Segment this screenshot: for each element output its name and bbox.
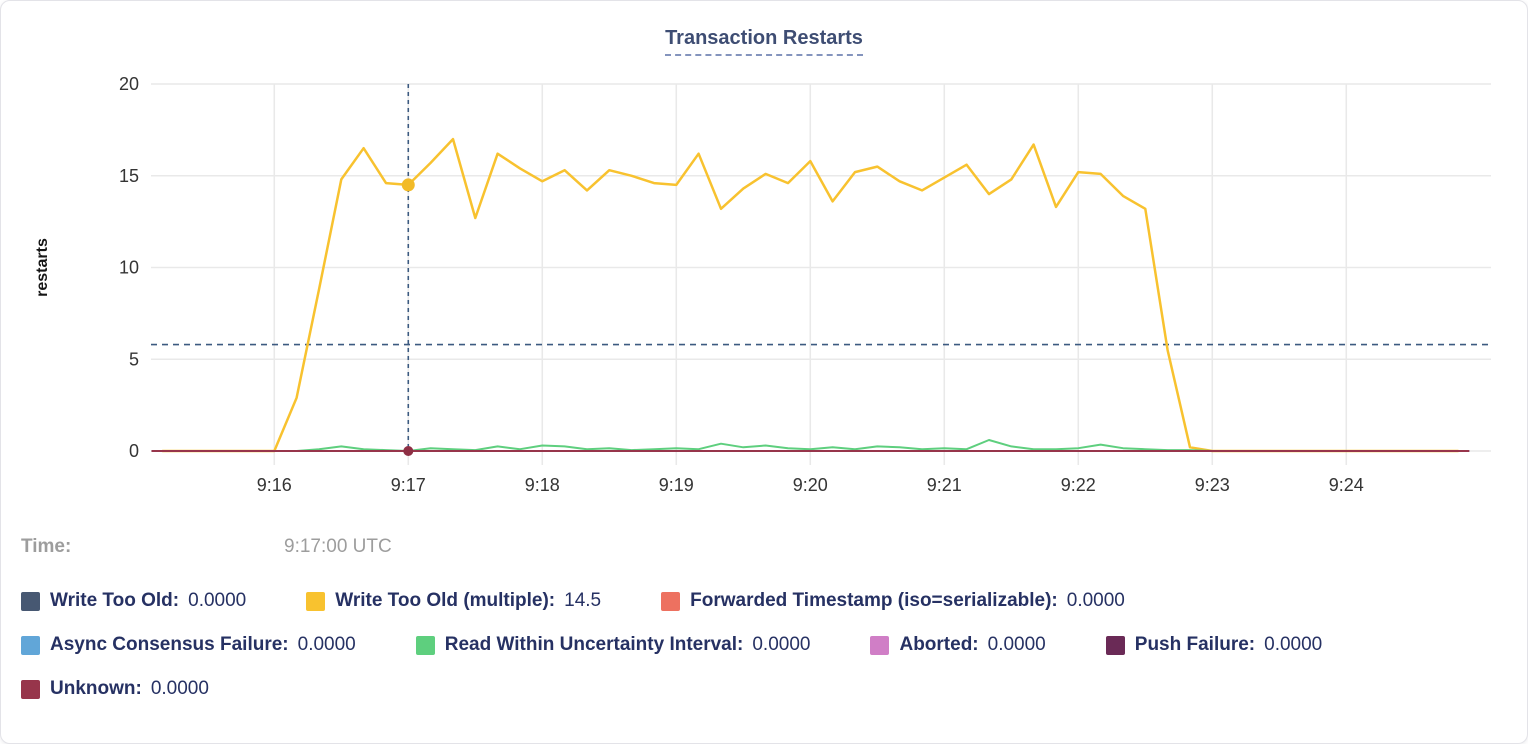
time-row: Time: 9:17:00 UTC	[1, 536, 1527, 560]
legend-item: Unknown: 0.0000	[21, 678, 209, 700]
legend-label: Write Too Old:	[50, 590, 180, 611]
legend-item: Async Consensus Failure: 0.0000	[21, 634, 356, 656]
legend-item: Aborted: 0.0000	[870, 634, 1046, 656]
x-tick-label: 9:22	[1061, 475, 1096, 495]
legend-item: Write Too Old: 0.0000	[21, 590, 246, 612]
legend-value: 0.0000	[752, 634, 811, 655]
legend-item: Read Within Uncertainty Interval: 0.0000	[415, 634, 811, 656]
y-tick-label: 5	[129, 349, 139, 369]
legend-swatch-icon	[870, 635, 890, 655]
chart-svg[interactable]: 0 5 10 15 20 9:16 9:17 9:18 9:19 9:20 9:21 9:22 9:23…	[1, 61, 1528, 516]
legend-value: 0.0000	[1264, 634, 1323, 655]
chart-title[interactable]: Transaction Restarts	[665, 27, 863, 56]
legend-swatch-icon	[661, 591, 681, 611]
y-tick-label: 0	[129, 441, 139, 461]
x-tick-label: 9:23	[1195, 475, 1230, 495]
legend-label: Push Failure:	[1134, 634, 1256, 655]
y-tick-label: 20	[119, 74, 139, 94]
legend-value: 0.0000	[188, 590, 247, 611]
legend-row: Async Consensus Failure: 0.0000 Read Withi…	[21, 634, 1507, 656]
chart-legend: Write Too Old: 0.0000 Write Too Old (multi…	[1, 590, 1527, 700]
legend-label: Unknown:	[50, 678, 142, 699]
y-axis-label: restarts	[34, 238, 51, 297]
crosshair-dot	[401, 178, 415, 192]
x-tick-label: 9:21	[927, 475, 962, 495]
legend-value: 0.0000	[1066, 590, 1125, 611]
x-tick-label: 9:17	[391, 475, 426, 495]
legend-label: Forwarded Timestamp (iso=serializable):	[690, 590, 1058, 611]
legend-row: Unknown: 0.0000	[21, 678, 1507, 700]
y-tick-label: 10	[119, 258, 139, 278]
legend-swatch-icon	[21, 635, 40, 655]
legend-label: Async Consensus Failure:	[50, 634, 289, 655]
chart-header: Transaction Restarts	[1, 1, 1527, 57]
legend-label: Read Within Uncertainty Interval:	[444, 634, 744, 655]
legend-label: Aborted:	[899, 634, 979, 655]
crosshair-dot	[403, 446, 414, 456]
legend-row: Write Too Old: 0.0000 Write Too Old (multi…	[21, 590, 1507, 612]
legend-item: Forwarded Timestamp (iso=serializable): 0…	[661, 590, 1125, 612]
x-tick-label: 9:20	[793, 475, 828, 495]
x-tick-label: 9:19	[659, 475, 694, 495]
legend-swatch-icon	[21, 591, 40, 611]
legend-value: 14.5	[564, 590, 602, 611]
legend-value: 0.0000	[297, 634, 356, 655]
legend-value: 0.0000	[987, 634, 1046, 655]
legend-item: Push Failure: 0.0000	[1105, 634, 1323, 656]
legend-item: Write Too Old (multiple): 14.5	[306, 590, 601, 612]
legend-swatch-icon	[1105, 635, 1125, 655]
x-tick-label: 9:16	[257, 475, 292, 495]
y-tick-label: 15	[119, 166, 139, 186]
legend-swatch-icon	[306, 591, 326, 611]
legend-value: 0.0000	[150, 678, 209, 699]
time-value: 9:17:00 UTC	[284, 536, 392, 557]
x-tick-label: 9:24	[1329, 475, 1364, 495]
legend-swatch-icon	[21, 679, 40, 699]
legend-label: Write Too Old (multiple):	[335, 590, 556, 611]
x-tick-label: 9:18	[525, 475, 560, 495]
legend-swatch-icon	[415, 635, 435, 655]
time-label: Time:	[21, 536, 72, 557]
